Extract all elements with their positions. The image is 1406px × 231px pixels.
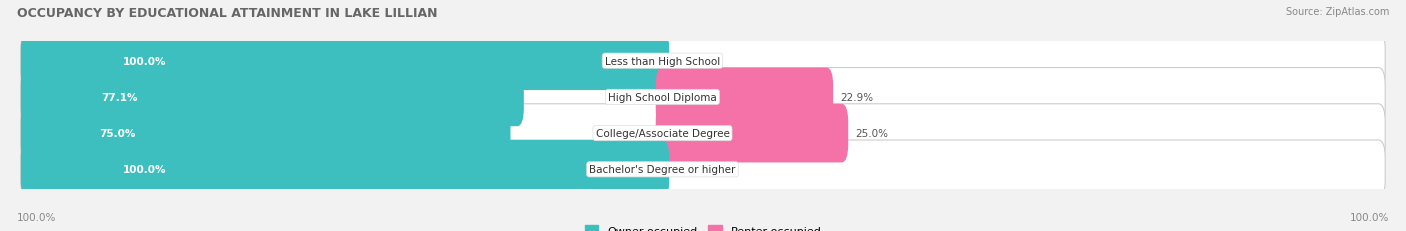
Text: 75.0%: 75.0% bbox=[98, 128, 135, 139]
FancyBboxPatch shape bbox=[21, 104, 510, 163]
Text: 0.0%: 0.0% bbox=[676, 56, 702, 66]
Text: Less than High School: Less than High School bbox=[605, 56, 720, 66]
FancyBboxPatch shape bbox=[21, 32, 669, 91]
FancyBboxPatch shape bbox=[21, 140, 1385, 199]
Text: High School Diploma: High School Diploma bbox=[609, 92, 717, 103]
Text: OCCUPANCY BY EDUCATIONAL ATTAINMENT IN LAKE LILLIAN: OCCUPANCY BY EDUCATIONAL ATTAINMENT IN L… bbox=[17, 7, 437, 20]
FancyBboxPatch shape bbox=[21, 32, 1385, 91]
Text: 100.0%: 100.0% bbox=[17, 212, 56, 222]
FancyBboxPatch shape bbox=[655, 104, 848, 163]
Text: 0.0%: 0.0% bbox=[676, 165, 702, 175]
Text: Bachelor's Degree or higher: Bachelor's Degree or higher bbox=[589, 165, 735, 175]
FancyBboxPatch shape bbox=[21, 140, 669, 199]
Text: College/Associate Degree: College/Associate Degree bbox=[596, 128, 730, 139]
FancyBboxPatch shape bbox=[21, 104, 1385, 163]
FancyBboxPatch shape bbox=[21, 68, 1385, 127]
FancyBboxPatch shape bbox=[21, 68, 524, 127]
Text: 100.0%: 100.0% bbox=[1350, 212, 1389, 222]
Text: 22.9%: 22.9% bbox=[839, 92, 873, 103]
Text: 25.0%: 25.0% bbox=[855, 128, 889, 139]
Legend: Owner-occupied, Renter-occupied: Owner-occupied, Renter-occupied bbox=[581, 221, 825, 231]
Text: 100.0%: 100.0% bbox=[122, 56, 166, 66]
Text: 100.0%: 100.0% bbox=[122, 165, 166, 175]
Text: 77.1%: 77.1% bbox=[101, 92, 138, 103]
Text: Source: ZipAtlas.com: Source: ZipAtlas.com bbox=[1285, 7, 1389, 17]
FancyBboxPatch shape bbox=[655, 68, 834, 127]
